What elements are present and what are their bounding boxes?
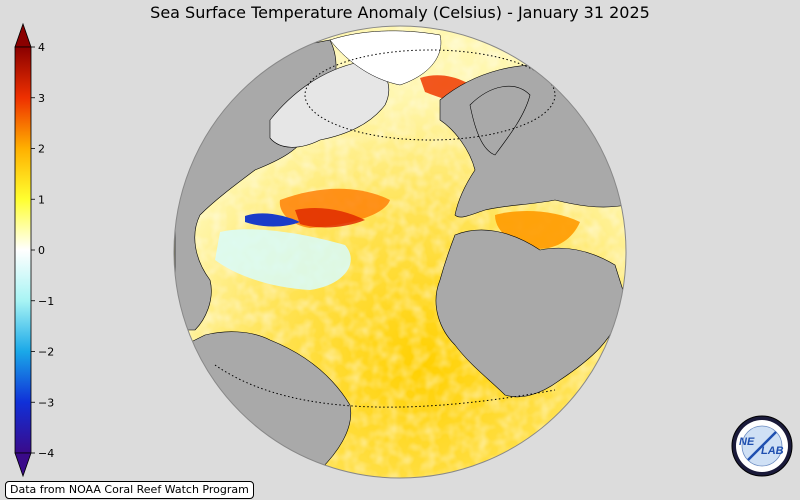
latitude-line-south — [214, 364, 556, 408]
cold-anomaly-streak — [245, 213, 300, 227]
hot-anomaly-gulf-stream — [295, 208, 365, 228]
cool-anomaly-patch — [215, 229, 351, 290]
colorbar-tick-label: −1 — [38, 295, 54, 308]
colorbar: 4 3 2 1 0 −1 −2 −3 −4 — [14, 22, 54, 478]
colorbar-tick-label: −3 — [38, 396, 54, 409]
globe-outline — [173, 25, 627, 479]
land-greenland — [269, 61, 390, 148]
colorbar-tick-label: −4 — [38, 447, 54, 460]
colorbar-tick-label: 0 — [38, 244, 45, 257]
land-scandinavia — [469, 86, 531, 156]
logo-text-left: NE — [739, 436, 755, 448]
land-africa — [435, 229, 626, 398]
land-europe — [439, 64, 626, 218]
colorbar-tick-label: 2 — [38, 143, 45, 156]
arctic-circle-line — [304, 49, 556, 141]
colorbar-tick-label: 1 — [38, 193, 45, 206]
colorbar-bottom-arrow — [14, 452, 32, 478]
logo-arrow-icon — [747, 431, 777, 461]
colorbar-tick-label: −2 — [38, 346, 54, 359]
sea-ice-arctic — [329, 30, 442, 86]
logo-text-right: LAB — [761, 445, 784, 457]
map-title: Sea Surface Temperature Anomaly (Celsius… — [150, 3, 650, 22]
colorbar-tick-label: 3 — [38, 92, 45, 105]
data-credit-label: Data from NOAA Coral Reef Watch Program — [5, 481, 254, 499]
colorbar-tick-label: 4 — [38, 41, 45, 54]
nexlab-logo[interactable]: NE LAB — [730, 414, 794, 478]
